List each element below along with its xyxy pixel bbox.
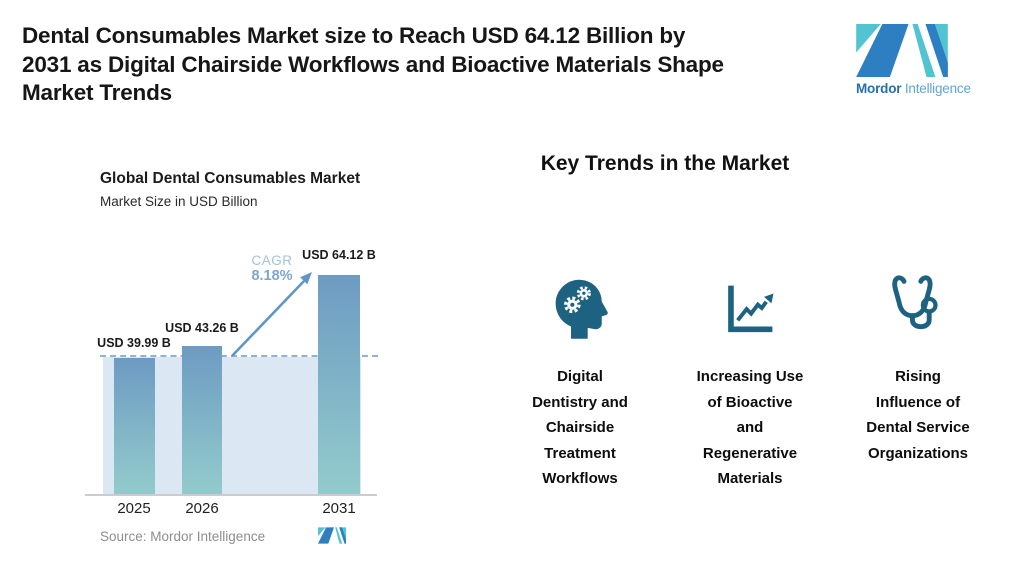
mordor-logo-small-icon xyxy=(318,527,346,544)
bar-2025 xyxy=(114,358,155,495)
brand-word-mordor: Mordor xyxy=(856,81,902,96)
key-trends-heading: Key Trends in the Market xyxy=(540,152,790,175)
trend-bioactive-materials: Increasing Use of Bioactive and Regenera… xyxy=(655,262,845,492)
mordor-logo-icon xyxy=(856,24,948,77)
chart-title: Global Dental Consumables Market xyxy=(100,170,361,187)
cagr-label: CAGR xyxy=(251,253,293,268)
source-note: Source: Mordor Intelligence xyxy=(100,529,266,544)
head-gears-icon xyxy=(485,262,675,354)
page-title-line: Market Trends xyxy=(22,80,172,105)
trend-label: Digital Dentistry and Chairside Treatmen… xyxy=(532,368,628,487)
line-chart-icon xyxy=(655,262,845,354)
x-tick-2025: 2025 xyxy=(117,500,151,517)
x-axis-line xyxy=(85,494,377,496)
chart-dashed-reference-line xyxy=(100,355,378,357)
page-title-line: Dental Consumables Market size to Reach … xyxy=(22,23,686,48)
trend-label: Increasing Use of Bioactive and Regenera… xyxy=(696,368,804,487)
x-tick-2031: 2031 xyxy=(322,500,356,517)
brand-word-intelligence: Intelligence xyxy=(904,81,971,96)
brand-logo: Mordor Intelligence xyxy=(856,24,986,96)
page-title-line: 2031 as Digital Chairside Workflows and … xyxy=(22,51,724,77)
growth-arrow-icon xyxy=(231,272,312,357)
cagr-value: 8.18% xyxy=(251,268,293,284)
x-tick-2026: 2026 xyxy=(185,500,219,517)
bar-value-label: USD 39.99 B xyxy=(97,336,171,350)
bar-value-label: USD 64.12 B xyxy=(302,248,376,262)
trend-dental-service-organizations: Rising Influence of Dental Service Organ… xyxy=(823,262,1013,466)
page-title: Dental Consumables Market size to Reach … xyxy=(22,22,852,108)
brand-name: Mordor Intelligence xyxy=(856,81,986,96)
bar-2026 xyxy=(182,346,222,495)
chart-subtitle: Market Size in USD Billion xyxy=(100,194,258,209)
bar-value-label: USD 43.26 B xyxy=(165,321,239,335)
trend-digital-dentistry: Digital Dentistry and Chairside Treatmen… xyxy=(485,262,675,492)
trend-label: Rising Influence of Dental Service Organ… xyxy=(866,368,970,462)
stethoscope-icon xyxy=(823,262,1013,354)
bar-2031 xyxy=(318,275,360,495)
cagr-annotation: CAGR 8.18% xyxy=(222,253,322,284)
